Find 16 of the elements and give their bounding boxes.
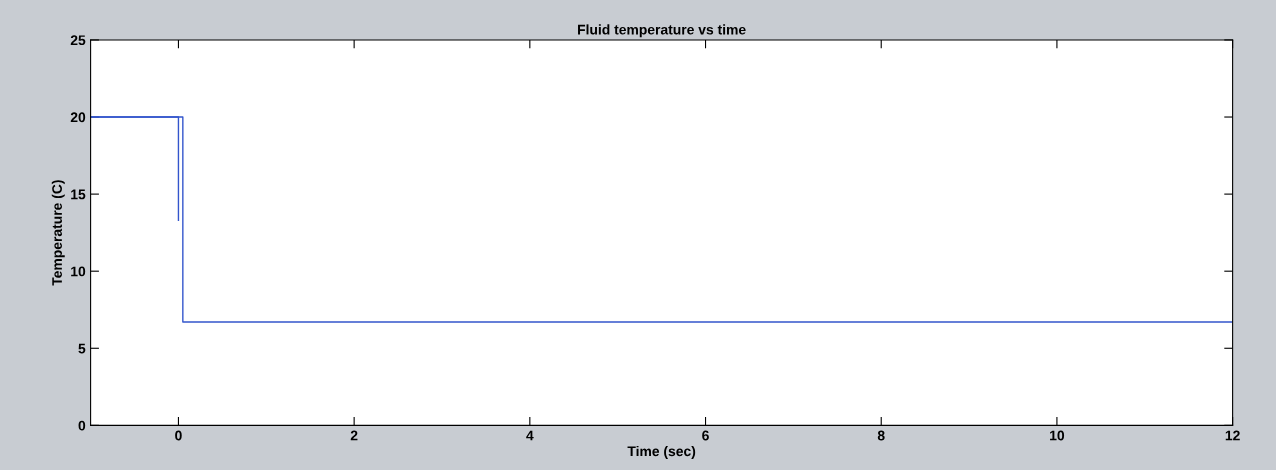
x-tick-label: 0 xyxy=(175,430,182,441)
y-tick-label: 15 xyxy=(71,189,86,200)
x-tick-label: 12 xyxy=(1225,430,1240,441)
x-tick-label: 8 xyxy=(877,430,885,441)
y-tick-label: 5 xyxy=(78,343,86,354)
x-tick-label: 4 xyxy=(526,430,534,441)
y-axis-title: Temperature (C) xyxy=(51,180,65,286)
x-tick-label: 2 xyxy=(350,430,358,441)
y-tick-label: 20 xyxy=(70,112,86,123)
y-tick-label: 25 xyxy=(70,35,86,46)
y-tick-label: 0 xyxy=(78,420,86,431)
y-tick-label: 10 xyxy=(71,266,86,277)
chart-title: Fluid temperature vs time xyxy=(578,24,746,38)
x-tick-label: 6 xyxy=(702,430,709,441)
x-axis-title: Time (sec) xyxy=(627,445,696,459)
x-tick-label: 10 xyxy=(1050,430,1065,441)
